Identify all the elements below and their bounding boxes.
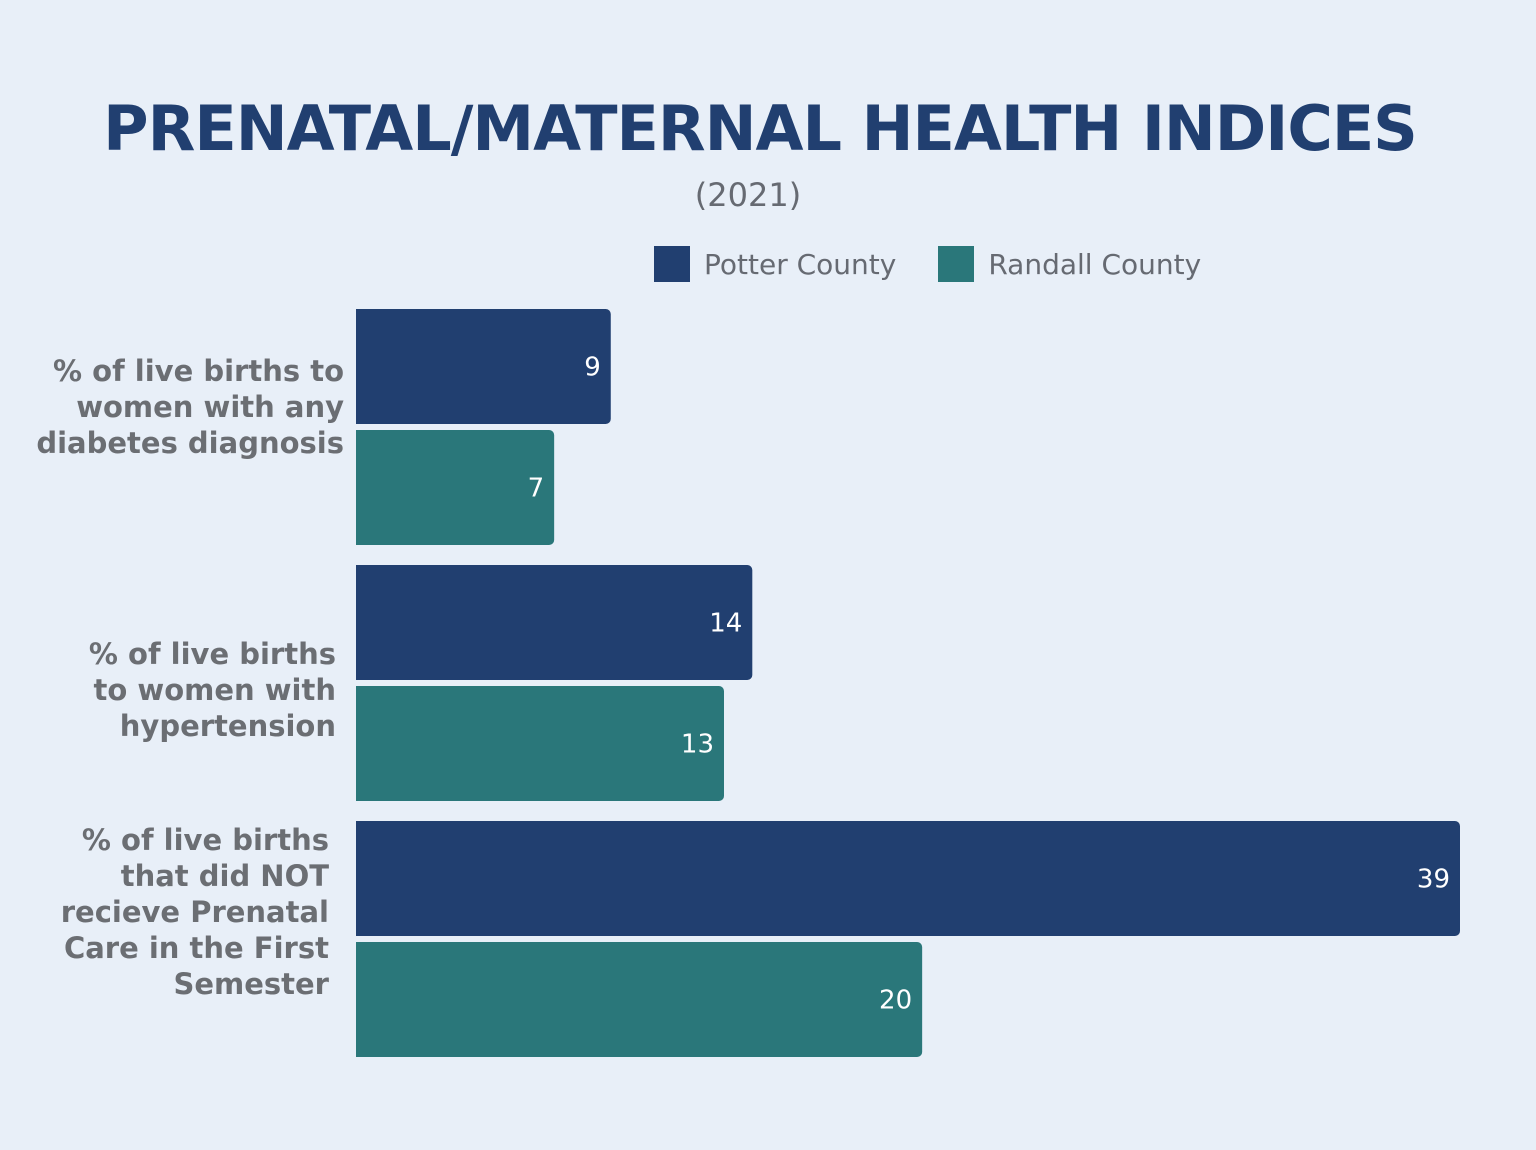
- bar-edge-potter-2: [356, 821, 366, 936]
- legend-label-randall: Randall County: [988, 247, 1202, 281]
- legend-label-potter: Potter County: [704, 247, 897, 281]
- bar-value-label-randall-0: 7: [528, 474, 545, 504]
- bar-value-label-potter-2: 39: [1417, 865, 1450, 895]
- bar-randall-1: [356, 686, 724, 801]
- category-label-hypertension: % of live births to women with hypertens…: [88, 637, 336, 743]
- bar-potter-0: [356, 309, 611, 424]
- legend-item-potter: Potter County: [654, 246, 896, 282]
- bar-value-label-randall-1: 13: [681, 730, 714, 760]
- bar-value-label-potter-1: 14: [709, 609, 742, 639]
- bar-value-label-potter-0: 9: [584, 353, 601, 383]
- chart-title: PRENATAL/MATERNAL HEALTH INDICES: [103, 92, 1418, 165]
- chart-legend: Potter County Randall County: [654, 246, 1243, 282]
- category-label-diabetes: % of live births to women with any diabe…: [36, 354, 344, 460]
- bar-edge-randall-0: [356, 430, 366, 545]
- legend-swatch-randall: [938, 246, 975, 282]
- bar-edge-potter-1: [356, 565, 366, 680]
- chart-subtitle: (2021): [694, 176, 802, 214]
- legend-swatch-potter: [654, 246, 690, 282]
- bar-edge-potter-0: [356, 309, 366, 424]
- bar-randall-2: [356, 942, 923, 1057]
- bar-edge-randall-1: [356, 686, 366, 801]
- bar-edge-randall-2: [356, 942, 366, 1057]
- bar-potter-1: [356, 565, 753, 680]
- bar-potter-2: [356, 821, 1460, 936]
- legend-item-randall: Randall County: [938, 246, 1201, 282]
- category-label-prenatal-care: % of live births that did NOT recieve Pr…: [60, 823, 329, 1001]
- bar-value-label-randall-2: 20: [879, 986, 912, 1016]
- bar-randall-0: [356, 430, 555, 545]
